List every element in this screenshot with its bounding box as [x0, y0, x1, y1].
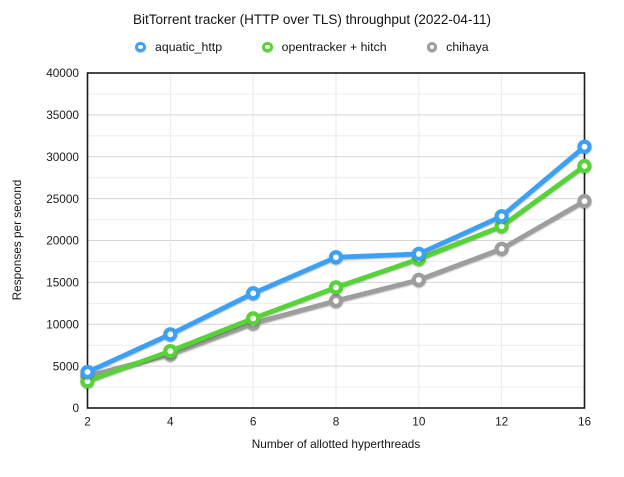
series-marker-icon	[426, 41, 438, 53]
y-tick-label: 30000	[46, 150, 79, 164]
series-aquatic-http	[80, 139, 592, 380]
data-point-hole	[84, 378, 91, 385]
data-point-hole	[415, 276, 422, 283]
data-point-hole	[250, 315, 257, 322]
x-axis-title: Number of allotted hyperthreads	[251, 437, 421, 451]
series-marker-icon	[262, 41, 273, 53]
data-point-hole	[84, 369, 91, 375]
y-axis-title: Responses per second	[10, 179, 24, 301]
legend-label: aquatic_http	[155, 40, 223, 54]
x-tick-label: 8	[333, 415, 340, 429]
legend-item-aquatic-http: aquatic_http	[135, 40, 222, 54]
y-tick-label: 5000	[53, 359, 80, 373]
legend-item-opentracker-hitch: opentracker + hitch	[262, 40, 387, 54]
chart-title: BitTorrent tracker (HTTP over TLS) throu…	[133, 12, 491, 27]
y-tick-label: 40000	[46, 66, 79, 80]
series-marker-icon	[135, 41, 147, 53]
data-point-hole	[498, 213, 505, 220]
plot-border	[86, 72, 586, 409]
y-tick-label: 25000	[46, 192, 79, 206]
data-point-hole	[498, 223, 505, 230]
y-tick-label: 10000	[46, 317, 79, 331]
data-point-hole	[498, 245, 505, 252]
y-tick-label: 35000	[46, 108, 79, 122]
data-point-hole	[581, 163, 588, 169]
x-tick-label: 10	[412, 415, 426, 429]
data-point-hole	[333, 297, 339, 304]
data-point-hole	[581, 198, 588, 205]
legend-item-chihaya: chihaya	[426, 40, 489, 54]
legend-label: chihaya	[446, 40, 489, 54]
chart-legend: aquatic_http opentracker + hitch chihaya	[0, 40, 624, 54]
axis-tick-labels: 0 5000 10000 15000 20000 25000 30000 35000 40000…	[46, 66, 591, 428]
legend-label: opentracker + hitch	[281, 40, 387, 54]
x-tick-label: 2	[84, 415, 91, 429]
y-tick-label: 20000	[46, 234, 79, 248]
data-point-hole	[415, 251, 422, 257]
x-tick-label: 16	[578, 415, 592, 429]
x-tick-label: 12	[495, 415, 508, 429]
data-point-hole	[333, 284, 339, 291]
data-point-hole	[167, 331, 174, 338]
x-tick-label: 4	[167, 415, 174, 429]
data-point-hole	[333, 254, 339, 261]
x-tick-label: 6	[250, 415, 257, 429]
data-point-hole	[167, 348, 174, 354]
data-point-hole	[581, 143, 588, 150]
y-tick-label: 0	[72, 401, 79, 415]
y-tick-label: 15000	[46, 276, 79, 290]
data-point-hole	[250, 290, 257, 297]
